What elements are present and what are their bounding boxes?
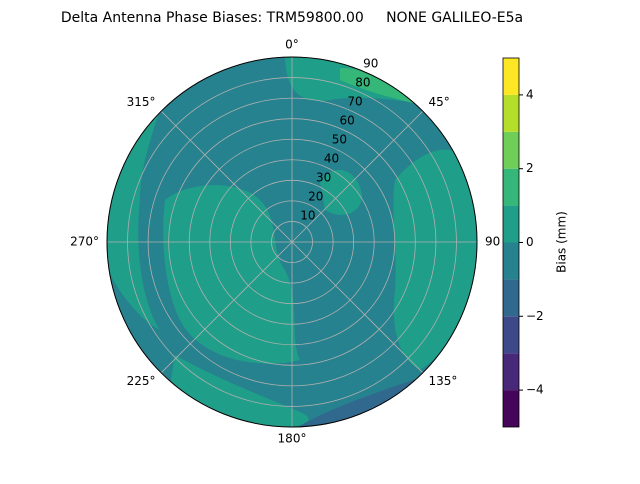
chart-title: Delta Antenna Phase Biases: TRM59800.00 … bbox=[61, 10, 523, 26]
r-tick-label: 70 bbox=[347, 95, 362, 109]
contour-region bbox=[393, 149, 477, 370]
colorbar-tick-label: −4 bbox=[526, 383, 544, 397]
r-tick-label: 90 bbox=[363, 57, 378, 71]
colorbar-band bbox=[503, 58, 519, 95]
grid-spoke bbox=[291, 241, 424, 374]
grid-spoke bbox=[160, 110, 293, 243]
colorbar-tick-label: 0 bbox=[526, 235, 534, 249]
colorbar-tick-label: 2 bbox=[526, 161, 534, 175]
grid-spoke bbox=[291, 110, 424, 243]
polar-frame bbox=[106, 56, 478, 428]
colorbar-band bbox=[503, 353, 519, 391]
contour-region bbox=[340, 68, 424, 106]
colorbar-band bbox=[503, 131, 519, 169]
r-tick-label: 60 bbox=[340, 114, 355, 128]
r-tick-label: 20 bbox=[308, 190, 323, 204]
theta-tick-label: 0° bbox=[285, 38, 299, 52]
theta-tick-label: 90 bbox=[485, 235, 500, 249]
colorbar-tick-label: −2 bbox=[526, 309, 544, 323]
colorbar-band bbox=[503, 242, 519, 280]
r-tick-label: 30 bbox=[316, 171, 331, 185]
grid-spoke bbox=[160, 241, 293, 374]
contour-region bbox=[292, 368, 445, 427]
theta-tick-label: 135° bbox=[428, 374, 457, 388]
r-tick-label: 80 bbox=[355, 76, 370, 90]
colorbar-band bbox=[503, 390, 519, 427]
colorbar-label: Bias (mm) bbox=[555, 211, 569, 273]
colorbar-band bbox=[503, 94, 519, 132]
theta-tick-label: 45° bbox=[428, 95, 449, 109]
r-tick-label: 10 bbox=[300, 209, 315, 223]
contour-region bbox=[170, 355, 309, 427]
polar-axes: 10 20 30 40 50 60 70 80 90 0° 45° 90 135° 180° 225° 270… bbox=[70, 38, 500, 446]
theta-tick-label: 180° bbox=[278, 432, 307, 446]
r-tick-label: 50 bbox=[332, 133, 347, 147]
colorbar-band bbox=[503, 168, 519, 206]
r-tick-label: 40 bbox=[324, 152, 339, 166]
contour-region bbox=[107, 110, 160, 330]
theta-tick-label: 270° bbox=[70, 235, 99, 249]
theta-tick-label: 315° bbox=[127, 95, 156, 109]
colorbar-band bbox=[503, 205, 519, 243]
colorbar-tick-label: 4 bbox=[526, 87, 534, 101]
contour-region bbox=[163, 185, 300, 364]
colorbar-band bbox=[503, 279, 519, 317]
theta-tick-label: 225° bbox=[127, 374, 156, 388]
colorbar-band bbox=[503, 316, 519, 354]
